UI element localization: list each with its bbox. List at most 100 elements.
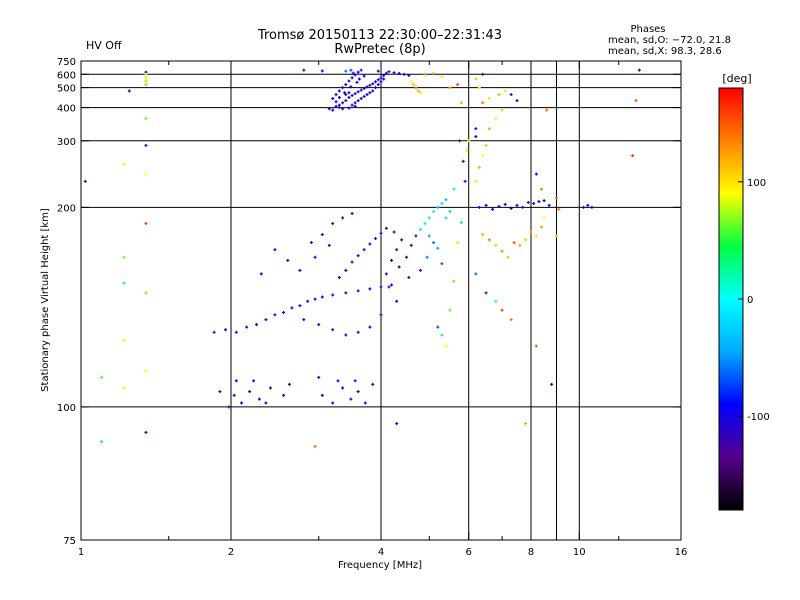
data-point <box>500 308 504 312</box>
data-point <box>423 72 427 76</box>
data-point <box>382 73 386 77</box>
data-point <box>376 83 380 87</box>
data-point <box>503 202 507 206</box>
data-point <box>427 216 431 220</box>
data-point <box>554 196 558 200</box>
data-point <box>286 258 290 262</box>
data-point <box>353 379 357 383</box>
data-point <box>218 390 222 394</box>
data-point <box>350 260 354 264</box>
data-point <box>234 330 238 334</box>
data-point <box>331 96 335 100</box>
data-point <box>484 291 488 295</box>
data-point <box>363 401 367 405</box>
data-point <box>545 108 549 112</box>
data-point <box>484 203 488 207</box>
data-point <box>144 172 148 176</box>
data-point <box>313 255 317 259</box>
data-point <box>224 328 228 332</box>
data-point <box>494 243 498 247</box>
data-point <box>365 93 369 97</box>
data-point <box>341 216 345 220</box>
data-point <box>481 101 485 105</box>
data-point <box>359 88 363 92</box>
data-point <box>306 299 310 303</box>
data-point <box>418 268 422 272</box>
data-point <box>497 93 501 97</box>
data-point <box>264 318 268 322</box>
data-point <box>282 393 286 397</box>
data-point <box>144 430 148 434</box>
data-point <box>491 207 495 211</box>
data-point <box>547 203 551 207</box>
data-point <box>234 379 238 383</box>
data-point <box>474 179 478 183</box>
data-point <box>344 93 348 97</box>
data-point <box>320 295 324 299</box>
data-point <box>144 76 148 80</box>
data-point <box>248 390 252 394</box>
data-point <box>368 91 372 95</box>
data-point <box>540 225 544 229</box>
data-point <box>362 94 366 98</box>
data-point <box>336 379 340 383</box>
data-point <box>487 127 491 131</box>
data-point <box>436 325 440 329</box>
data-point <box>362 74 366 78</box>
data-point <box>436 205 440 209</box>
y-tick-label: 600 <box>57 70 76 81</box>
data-point <box>418 91 422 95</box>
data-point <box>379 80 383 84</box>
data-point <box>384 226 388 230</box>
x-tick-label: 8 <box>528 547 534 558</box>
data-point <box>463 179 467 183</box>
data-point <box>557 207 561 211</box>
data-point <box>368 287 372 291</box>
data-point <box>349 68 353 72</box>
data-point <box>344 291 348 295</box>
data-point <box>494 117 498 121</box>
y-tick-label: 200 <box>57 203 76 214</box>
data-point <box>298 304 302 308</box>
data-point <box>273 248 277 252</box>
y-tick-label: 750 <box>57 57 76 68</box>
data-point <box>374 86 378 90</box>
y-tick-label: 75 <box>63 536 76 547</box>
data-point <box>268 386 272 390</box>
data-point <box>302 318 306 322</box>
data-point <box>227 405 231 409</box>
data-point <box>474 272 478 276</box>
data-point <box>634 99 638 103</box>
data-point <box>379 285 383 289</box>
data-point <box>534 344 538 348</box>
data-point <box>534 234 538 238</box>
data-point <box>459 220 463 224</box>
data-point <box>320 233 324 237</box>
data-point <box>327 107 331 111</box>
data-point <box>395 422 399 426</box>
data-point <box>341 386 345 390</box>
data-point <box>259 272 263 276</box>
data-point <box>432 209 436 213</box>
data-point <box>512 241 516 245</box>
colorbar-ticks: 100 0 -100 <box>738 178 770 423</box>
data-point <box>232 393 236 397</box>
data-point <box>362 86 366 90</box>
data-point <box>444 344 448 348</box>
data-point <box>379 313 383 317</box>
data-point <box>337 89 341 93</box>
data-point <box>474 127 478 131</box>
data-point <box>534 172 538 176</box>
data-point <box>500 108 504 112</box>
data-point <box>432 71 436 75</box>
data-point <box>127 89 131 93</box>
hv-status-label: HV Off <box>86 39 122 52</box>
data-point <box>376 78 380 82</box>
data-point <box>287 382 291 386</box>
data-point <box>344 99 348 103</box>
data-point <box>387 285 391 289</box>
data-point <box>506 255 510 259</box>
data-point <box>395 248 399 252</box>
data-point <box>337 106 341 110</box>
data-point <box>327 243 331 247</box>
